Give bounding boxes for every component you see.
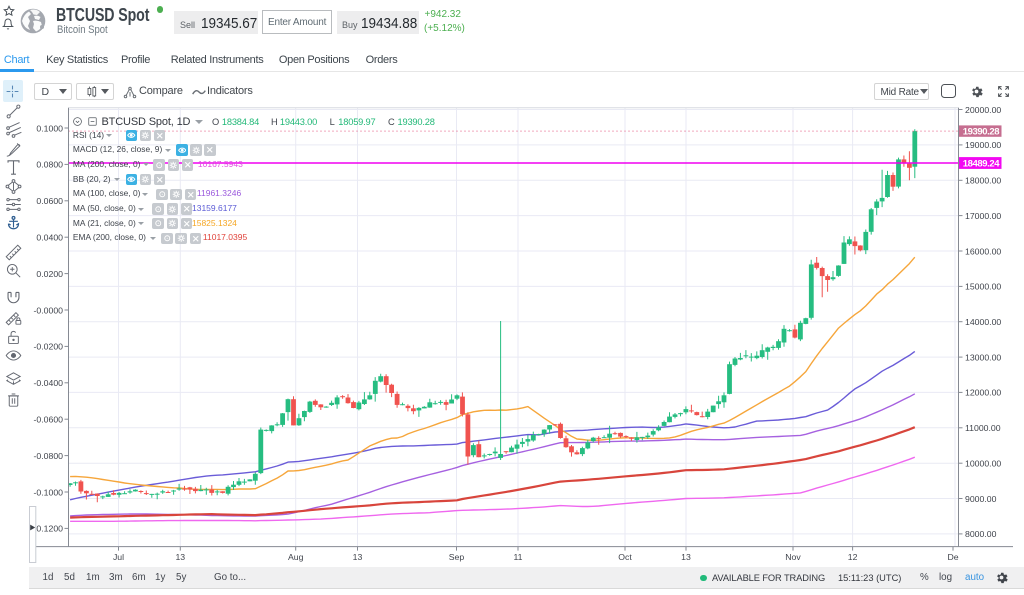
svg-text:0.1000: 0.1000 [36, 123, 63, 133]
svg-text:12: 12 [848, 552, 858, 562]
svg-text:12000.00: 12000.00 [965, 388, 1001, 398]
svg-text:-0.0200: -0.0200 [34, 342, 64, 352]
svg-text:Sep: Sep [449, 552, 465, 562]
svg-text:-0.1200: -0.1200 [34, 524, 64, 534]
svg-text:11000.00: 11000.00 [965, 423, 1001, 433]
svg-text:De: De [947, 552, 958, 562]
svg-text:18489.24: 18489.24 [963, 158, 1001, 169]
svg-text:8000.00: 8000.00 [965, 529, 997, 539]
svg-text:0.0800: 0.0800 [36, 160, 63, 170]
svg-text:14000.00: 14000.00 [965, 317, 1001, 327]
svg-text:Aug: Aug [288, 552, 304, 562]
svg-text:16000.00: 16000.00 [965, 246, 1001, 256]
svg-text:Oct: Oct [618, 552, 632, 562]
svg-text:20000.00: 20000.00 [965, 105, 1001, 115]
svg-text:9000.00: 9000.00 [965, 494, 997, 504]
svg-text:Jul: Jul [113, 552, 124, 562]
svg-text:13: 13 [175, 552, 185, 562]
svg-text:19390.28: 19390.28 [963, 127, 1000, 138]
svg-text:-0.1000: -0.1000 [34, 487, 64, 497]
svg-text:13: 13 [353, 552, 363, 562]
svg-text:-0.0000: -0.0000 [34, 305, 64, 315]
svg-text:10000.00: 10000.00 [965, 459, 1001, 469]
svg-text:17000.00: 17000.00 [965, 211, 1001, 221]
svg-text:0.0600: 0.0600 [36, 196, 63, 206]
svg-text:13000.00: 13000.00 [965, 352, 1001, 362]
svg-text:18000.00: 18000.00 [965, 176, 1001, 186]
svg-text:19000.00: 19000.00 [965, 140, 1001, 150]
svg-text:-0.0800: -0.0800 [34, 451, 64, 461]
svg-text:13: 13 [681, 552, 691, 562]
svg-text:-0.0600: -0.0600 [34, 415, 64, 425]
svg-text:0.0200: 0.0200 [36, 269, 63, 279]
svg-text:11: 11 [513, 552, 522, 562]
svg-text:Nov: Nov [785, 552, 801, 562]
svg-text:0.0400: 0.0400 [36, 233, 63, 243]
svg-text:-0.0400: -0.0400 [34, 378, 64, 388]
svg-text:15000.00: 15000.00 [965, 282, 1001, 292]
